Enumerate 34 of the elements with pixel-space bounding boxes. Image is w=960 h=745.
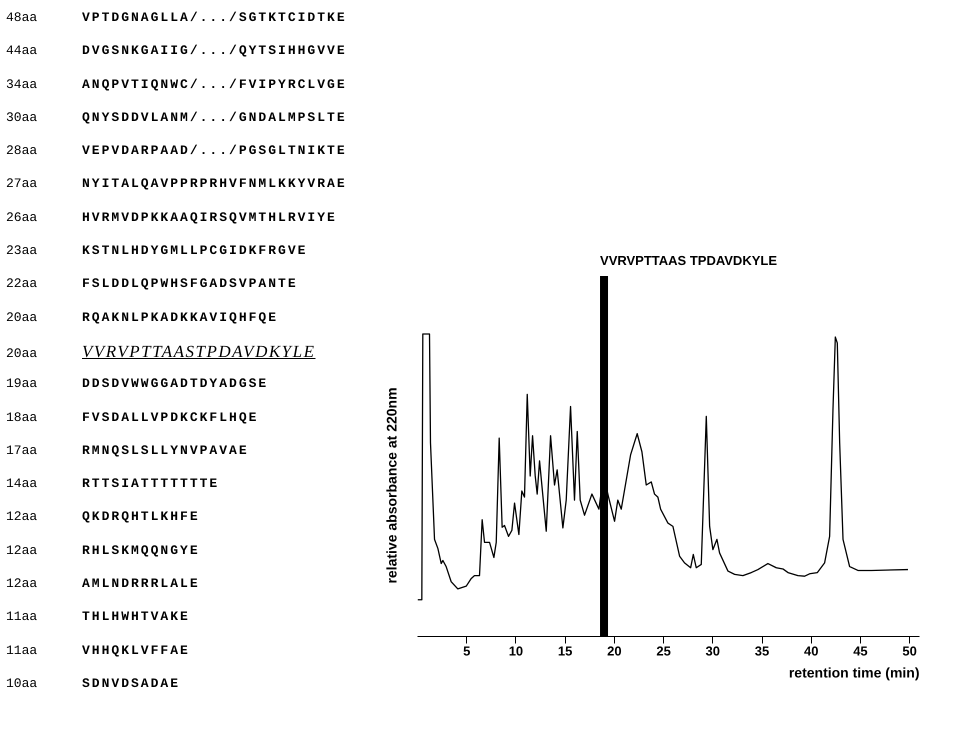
x-tick-label: 40 bbox=[804, 644, 818, 658]
text: 48aa VPTDGNAGLLA/.../SGTKTCIDTKE bbox=[6, 10, 347, 25]
ref-line-label: VVRVPTTAAS TPDAVDKYLE bbox=[600, 253, 778, 268]
x-tick-label: 35 bbox=[754, 644, 770, 658]
x-tick-label: 10 bbox=[508, 644, 524, 658]
text: 11aa THLHWHTVAKE bbox=[6, 609, 190, 624]
text: 19aa DDSDVWWGGADTDYADGSE bbox=[6, 376, 268, 392]
text: 23aa KSTNLHDYGMLLPCGIDKFRGVE bbox=[6, 243, 308, 258]
text: 27aa NYITALQAVPPRPRHVFNMLKKYVRAE bbox=[6, 176, 347, 192]
text: 30aa QNYSDDVLANM/.../GNDALMPSLTE bbox=[6, 110, 347, 125]
text: 28aa VEPVDARPAAD/.../PGSGLTNIKTE bbox=[6, 143, 347, 158]
text: 18aa FVSDALLVPDKCKFLHQE bbox=[6, 410, 258, 425]
text: 14aa RTTSIATTTTTTTE bbox=[6, 476, 220, 492]
text: 20aa VVRVPTTAASTPDAVDKYLE bbox=[6, 342, 316, 361]
text: 17aa RMNQSLSLLYNVPAVAE bbox=[6, 442, 249, 458]
text: 12aa AMLNDRRRLALE bbox=[6, 576, 200, 592]
text: 12aa RHLSKMQQNGYE bbox=[6, 542, 200, 558]
x-tick-label: 25 bbox=[656, 644, 671, 658]
text: 12aa QKDRQHTLKHFE bbox=[6, 509, 200, 524]
text: 34aa ANQPVTIQNWC/.../FVIPYRCLVGE bbox=[6, 76, 347, 92]
text: 44aa DVGSNKGAIIG/.../QYTSIHHGVVE bbox=[6, 43, 347, 58]
y-axis-title: relative absorbance at 220nm bbox=[384, 387, 400, 584]
text: 20aa RQAKNLPKADKKAVIQHFQE bbox=[6, 310, 278, 325]
x-tick-label: 45 bbox=[853, 644, 868, 658]
text: 11aa VHHQKLVFFAE bbox=[6, 642, 190, 658]
x-tick-label: 50 bbox=[902, 644, 917, 658]
x-tick-label: 20 bbox=[607, 644, 622, 658]
text: 26aa HVRMVDPKKAAQIRSQVMTHLRVIYE bbox=[6, 210, 337, 225]
text: 22aa FSLDDLQPWHSFGADSVPANTE bbox=[6, 276, 298, 292]
x-tick-label: 5 bbox=[463, 644, 470, 658]
x-tick-label: 30 bbox=[706, 644, 720, 658]
x-tick-label: 15 bbox=[558, 644, 572, 658]
x-axis-title: retention time (min) bbox=[788, 664, 920, 680]
text: 10aa SDNVDSADAE bbox=[6, 676, 180, 691]
